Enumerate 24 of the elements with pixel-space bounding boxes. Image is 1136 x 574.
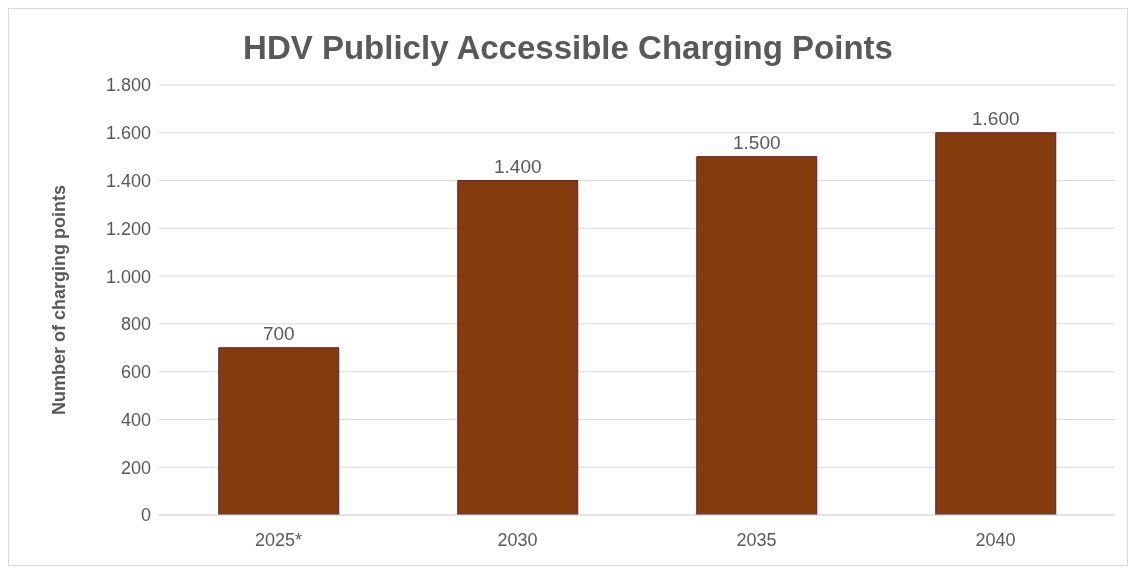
x-tick-label: 2030 <box>497 529 538 550</box>
y-tick-label: 1.000 <box>105 266 151 287</box>
y-axis-title: Number of charging points <box>49 184 70 416</box>
y-tick-label: 200 <box>120 457 151 478</box>
bar <box>457 180 579 515</box>
chart-title: HDV Publicly Accessible Charging Points <box>242 29 894 67</box>
data-label: 1.500 <box>732 131 781 153</box>
y-tick-label: 1.200 <box>105 218 151 239</box>
data-label: 700 <box>262 322 295 344</box>
bar <box>696 156 818 515</box>
y-tick-label: 1.800 <box>105 75 151 96</box>
x-tick-label: 2025* <box>254 529 303 550</box>
x-tick-label: 2035 <box>736 529 777 550</box>
y-tick-label: 600 <box>120 362 151 383</box>
y-tick-label: 1.600 <box>105 123 151 144</box>
y-tick-label: 0 <box>140 505 151 526</box>
y-tick-label: 400 <box>120 409 151 430</box>
data-label: 1.600 <box>971 107 1020 129</box>
y-tick-label: 1.400 <box>105 170 151 191</box>
x-tick-label: 2040 <box>975 529 1016 550</box>
y-tick-label: 800 <box>120 314 151 335</box>
bar <box>218 347 340 515</box>
bar <box>935 132 1057 515</box>
data-label: 1.400 <box>493 155 542 177</box>
